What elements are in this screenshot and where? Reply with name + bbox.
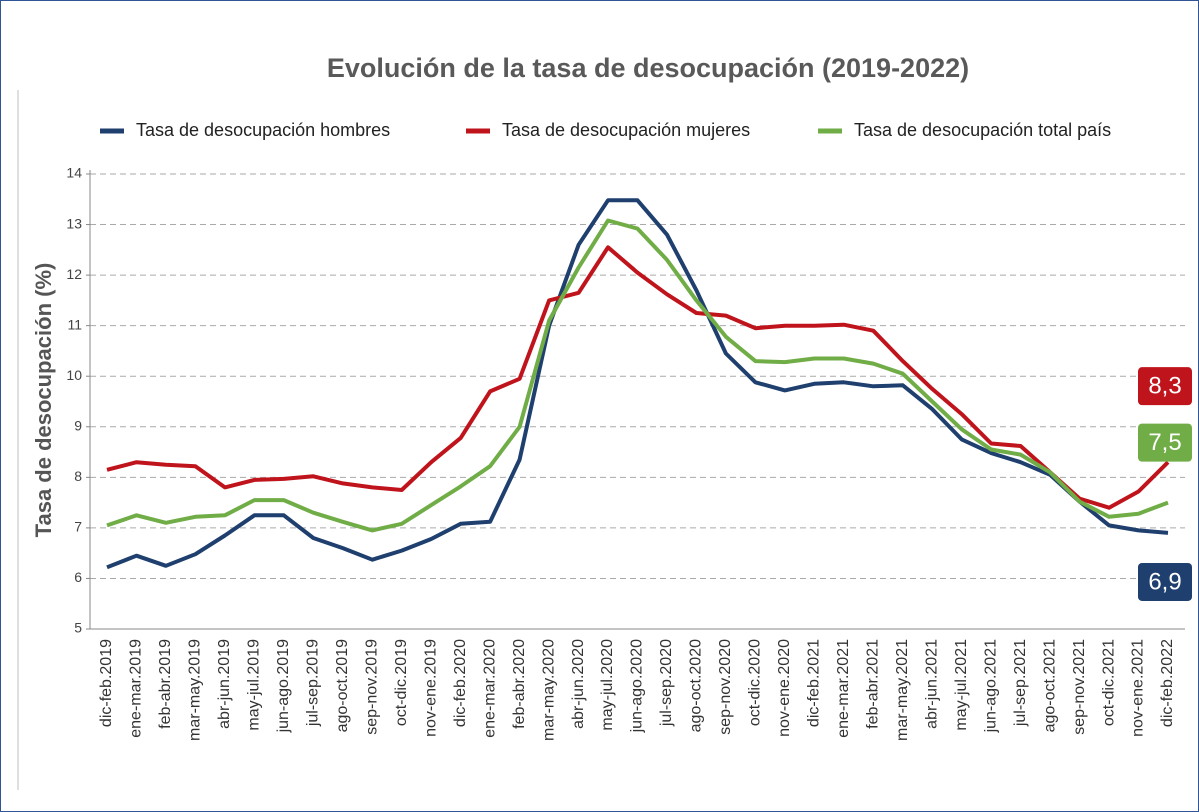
x-tick-label: dic-feb.2022: [1159, 639, 1176, 727]
x-tick-label: feb-abr.2021: [864, 639, 881, 729]
x-tick-label: abr-jun.2021: [923, 639, 940, 729]
x-tick-label: nov-ene.2020: [776, 639, 793, 737]
y-tick-label: 8: [74, 468, 82, 484]
x-tick-label: jul-sep.2020: [658, 639, 675, 727]
x-tick-label: ene-mar.2021: [835, 639, 852, 738]
y-tick-label: 5: [74, 620, 82, 636]
series-line: [106, 218, 1169, 533]
y-tick-label: 7: [74, 519, 82, 535]
y-tick-label: 12: [66, 266, 82, 282]
x-tick-label: dic-feb.2020: [452, 639, 469, 727]
chart-title: Evolución de la tasa de desocupación (20…: [327, 53, 969, 83]
legend-label: Tasa de desocupación hombres: [136, 120, 390, 140]
x-tick-label: ene-mar.2019: [128, 639, 145, 738]
x-tick-label: feb-abr.2019: [157, 639, 174, 729]
x-tick-label: sep-nov.2020: [717, 639, 734, 735]
y-tick-label: 11: [67, 316, 82, 332]
x-tick-label: jul-sep.2021: [1012, 639, 1029, 727]
y-tick-label: 14: [66, 165, 82, 181]
value-label-box: [1138, 423, 1192, 462]
x-tick-label: jul-sep.2019: [305, 639, 322, 727]
x-tick-label: sep-nov.2021: [1071, 639, 1088, 735]
value-label: 8,3: [1148, 373, 1181, 400]
series-line: [106, 245, 1170, 510]
x-tick-label: feb-abr.2020: [511, 639, 528, 729]
x-tick-label: dic-feb.2019: [98, 639, 115, 727]
x-tick-label: nov-ene.2019: [422, 639, 439, 737]
x-tick-label: ago-oct.2019: [334, 639, 351, 733]
x-tick-label: ago-oct.2020: [688, 639, 705, 733]
legend-label: Tasa de desocupación mujeres: [502, 120, 750, 140]
x-tick-label: ene-mar.2020: [481, 639, 498, 738]
value-label-box: [1138, 367, 1192, 406]
x-tick-label: ago-oct.2021: [1041, 639, 1058, 733]
x-tick-label: abr-jun.2019: [216, 639, 233, 729]
x-tick-label: jun-ago.2021: [982, 639, 999, 734]
y-tick-label: 10: [66, 367, 82, 383]
x-tick-label: may-jul.2021: [953, 639, 970, 731]
value-label: 7,5: [1148, 429, 1181, 456]
x-tick-label: abr-jun.2020: [570, 639, 587, 729]
x-tick-label: oct-dic.2019: [393, 639, 410, 726]
series-line: [106, 198, 1169, 570]
value-label-box: [1138, 562, 1192, 601]
x-tick-label: mar-may.2020: [540, 639, 557, 741]
x-tick-label: sep-nov.2019: [363, 639, 380, 735]
x-tick-label: oct-dic.2021: [1100, 639, 1117, 726]
y-axis-title: Tasa de desocupación (%): [31, 263, 56, 538]
value-label: 6,9: [1148, 568, 1181, 595]
x-tick-label: oct-dic.2020: [747, 639, 764, 726]
y-tick-label: 9: [74, 417, 82, 433]
y-tick-label: 6: [74, 569, 82, 585]
y-tick-label: 13: [66, 215, 82, 231]
x-tick-label: nov-ene.2021: [1130, 639, 1147, 737]
x-tick-label: jun-ago.2020: [629, 639, 646, 734]
x-tick-label: may-jul.2020: [599, 639, 616, 731]
x-tick-label: mar-may.2021: [894, 639, 911, 741]
x-tick-label: may-jul.2019: [246, 639, 263, 731]
legend-label: Tasa de desocupación total país: [854, 120, 1111, 140]
x-tick-label: jun-ago.2019: [275, 639, 292, 734]
x-tick-label: dic-feb.2021: [806, 639, 823, 727]
x-tick-label: mar-may.2019: [187, 639, 204, 741]
